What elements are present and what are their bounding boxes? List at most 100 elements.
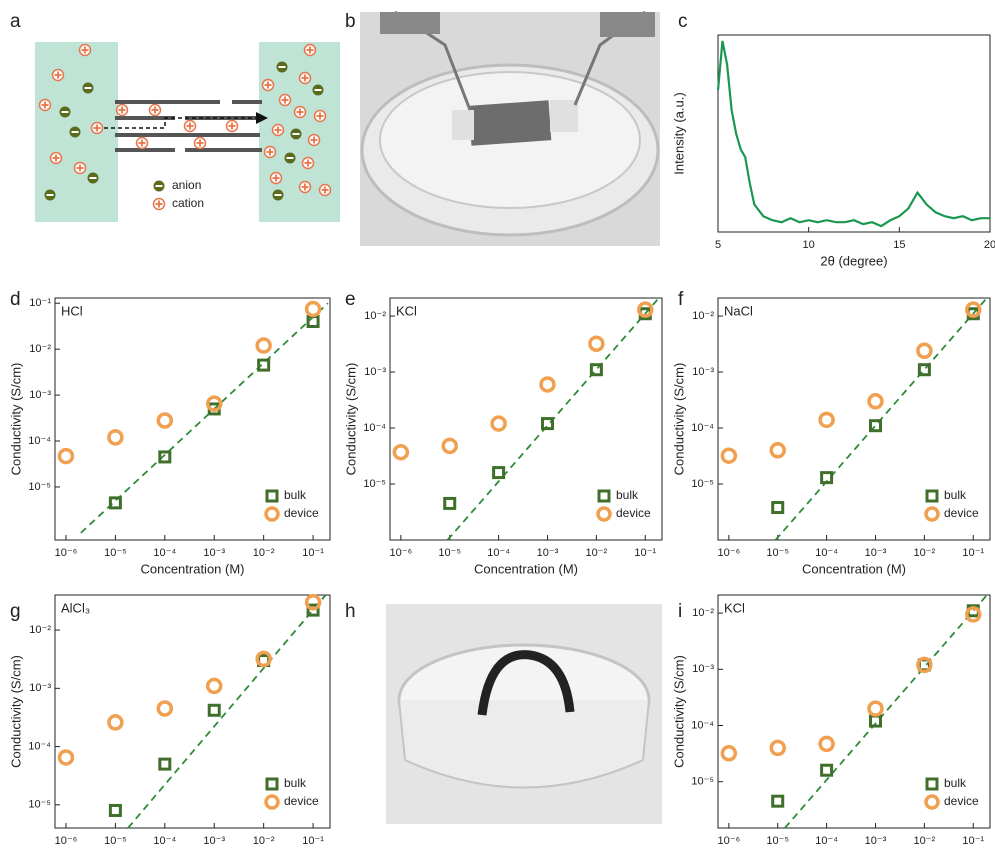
x-tick-label: 10⁻⁵	[766, 547, 789, 559]
x-tick-label: 10⁻¹	[634, 547, 656, 559]
device-marker	[965, 606, 982, 623]
device-marker	[818, 735, 835, 753]
device-marker	[965, 301, 982, 318]
panel-label: b	[345, 11, 356, 32]
panel-label: g	[10, 601, 21, 622]
legend-label: device	[944, 506, 979, 520]
fit-line	[774, 297, 988, 541]
x-tick-label: 10⁻⁶	[718, 835, 741, 847]
x-axis-label: Concentration (M)	[474, 561, 578, 576]
x-tick-label: 10⁻²	[253, 835, 275, 847]
x-tick-label: 10⁻⁴	[153, 835, 176, 847]
device-marker	[107, 429, 124, 446]
device-marker	[539, 376, 556, 393]
schematic: anion cation	[35, 42, 340, 222]
plot	[392, 297, 660, 541]
y-tick-label: 10⁻⁵	[691, 776, 714, 788]
device-marker	[490, 415, 507, 432]
x-tick-label: 10⁻⁶	[718, 547, 741, 559]
device-marker	[588, 335, 605, 352]
chart-title: HCl	[61, 303, 83, 318]
x-axis-label: Concentration (M)	[140, 849, 244, 852]
plot	[720, 297, 988, 541]
plot-frame	[389, 297, 663, 541]
bulk-marker	[306, 603, 320, 617]
legend-label: bulk	[944, 776, 967, 790]
y-tick-label: 10⁻¹	[29, 297, 51, 309]
x-axis-label: Concentration (M)	[802, 561, 906, 576]
panel-label: h	[345, 601, 356, 622]
bulk-marker	[158, 757, 172, 771]
panel-label: f	[678, 289, 684, 310]
device-marker	[304, 594, 322, 611]
device-marker	[916, 656, 933, 674]
plot	[716, 40, 990, 228]
panel-labels: a b c d e f g h i	[10, 11, 688, 622]
x-tick-label: 10⁻³	[865, 547, 887, 559]
y-tick-label: 10⁻³	[29, 389, 51, 401]
legend-marker	[264, 506, 280, 522]
device-marker	[720, 745, 738, 762]
panel-label: i	[678, 601, 682, 622]
y-tick-label: 10⁻³	[692, 663, 714, 675]
plot-frame	[717, 594, 991, 829]
device-marker	[441, 437, 458, 455]
x-axis-label: 2θ (degree)	[820, 253, 887, 268]
legend-label: device	[284, 794, 319, 808]
y-tick-label: 10⁻²	[692, 607, 714, 619]
bulk-marker	[306, 315, 320, 329]
device-marker	[720, 447, 738, 464]
y-axis-label: Conductivity (S/cm)	[8, 363, 23, 476]
bulk-marker	[820, 763, 834, 777]
bulk-marker	[443, 496, 457, 510]
bulk-marker	[917, 363, 931, 377]
y-tick-label: 10⁻⁴	[363, 422, 386, 434]
x-tick-label: 10⁻⁵	[104, 547, 127, 559]
x-tick-label: 20	[984, 239, 995, 251]
fit-line	[127, 594, 327, 829]
plot-frame	[717, 34, 991, 233]
y-tick-label: 10⁻³	[364, 366, 386, 378]
bulk-marker	[492, 466, 506, 480]
x-tick-label: 10⁻⁴	[815, 835, 838, 847]
x-tick-label: 10⁻⁴	[487, 547, 510, 559]
x-tick-label: 10⁻⁴	[815, 547, 838, 559]
x-tick-label: 10⁻⁴	[153, 547, 176, 559]
x-tick-label: 10⁻⁶	[55, 835, 78, 847]
legend-label: cation	[172, 196, 204, 210]
y-tick-label: 10⁻⁴	[28, 435, 51, 447]
bulk-marker	[207, 703, 221, 717]
bulk-marker	[108, 496, 122, 510]
y-axis-label: Conductivity (S/cm)	[343, 363, 358, 476]
x-tick-label: 10⁻⁶	[390, 547, 413, 559]
x-tick-label: 10⁻⁶	[55, 547, 78, 559]
y-axis-label: Conductivity (S/cm)	[671, 655, 686, 768]
y-tick-label: 10⁻²	[29, 624, 51, 636]
legend-marker	[925, 777, 939, 791]
device-marker	[255, 650, 272, 668]
device-marker	[867, 700, 884, 717]
data-line	[716, 40, 990, 228]
bulk-marker	[868, 419, 882, 433]
device-marker	[916, 342, 933, 359]
bulk-marker	[158, 450, 172, 464]
y-tick-label: 10⁻³	[692, 366, 714, 378]
device-marker	[156, 412, 174, 429]
legend-marker	[265, 777, 279, 791]
legend-label: bulk	[284, 776, 307, 790]
y-tick-label: 10⁻⁵	[363, 478, 386, 490]
legend-label: device	[944, 794, 979, 808]
panel-label: e	[345, 289, 356, 310]
plot-frame	[717, 297, 991, 541]
legend-marker	[924, 506, 940, 522]
device-marker	[107, 714, 124, 731]
bulk-marker	[820, 471, 834, 485]
legend-marker	[264, 794, 280, 810]
y-tick-label: 10⁻⁴	[28, 740, 51, 752]
device-marker	[304, 300, 322, 318]
panel-label: a	[10, 11, 21, 32]
y-tick-label: 10⁻⁵	[691, 478, 714, 490]
device-marker	[818, 411, 835, 429]
device-marker	[205, 677, 223, 695]
